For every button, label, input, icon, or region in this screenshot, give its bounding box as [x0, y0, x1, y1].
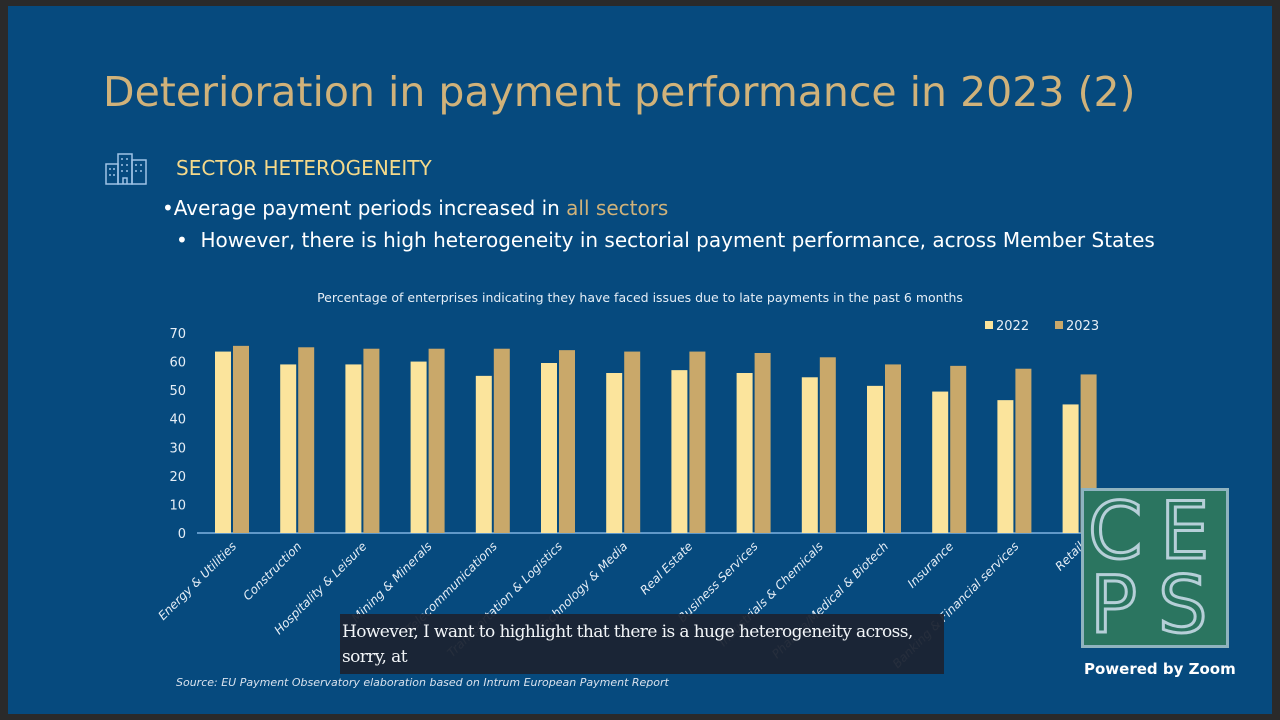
bullet-2-text: However, there is high heterogeneity in … [200, 228, 1155, 252]
bar-2022 [280, 364, 297, 533]
bar-2023 [1015, 368, 1032, 533]
x-tick-label: Construction [240, 539, 304, 603]
bar-2022 [801, 377, 818, 533]
bar-2022 [410, 361, 427, 533]
bar-2023 [885, 364, 901, 533]
logo-letter: C [1086, 487, 1143, 577]
x-tick-label: Energy & Utilities [155, 539, 239, 623]
bar-2023 [298, 347, 315, 533]
slide: Deterioration in payment performance in … [8, 6, 1272, 714]
bar-2022 [475, 375, 492, 533]
y-tick-label: 70 [169, 327, 186, 342]
section-title: SECTOR HETEROGENEITY [176, 156, 432, 180]
bar-2023 [950, 365, 967, 533]
bar-2023 [493, 348, 510, 533]
bar-chart: 0 10 20 30 40 50 60 70 Energy & Utilities Constru… [155, 319, 1100, 671]
slide-title: Deterioration in payment performance in … [103, 68, 1136, 116]
bullet-1: •Average payment periods increased in al… [162, 196, 669, 220]
chart-title: Percentage of enterprises indicating the… [317, 290, 963, 305]
y-tick-label: 50 [169, 384, 186, 399]
source-note: Source: EU Payment Observatory elaborati… [176, 676, 669, 689]
bar-2023 [428, 348, 445, 533]
y-tick-label: 60 [169, 356, 186, 371]
x-tick-label: Insurance [905, 539, 957, 591]
bar-2022 [867, 385, 883, 533]
bar-2022 [932, 391, 949, 533]
x-tick-label: Real Estate [637, 539, 695, 597]
legend-label: 2022 [996, 319, 1029, 334]
bar-2022 [345, 364, 362, 533]
y-tick-label: 0 [178, 527, 186, 542]
powered-by-zoom: Powered by Zoom [1084, 660, 1236, 678]
logo-letter: E [1158, 487, 1210, 577]
y-tick-label: 40 [169, 413, 186, 428]
bullet-1-text: Average payment periods increased in [173, 196, 567, 220]
bar-2023 [559, 350, 575, 533]
buildings-icon [105, 153, 147, 185]
bar-2022 [671, 370, 688, 533]
logo-letter: P [1088, 561, 1138, 651]
bar-2022 [215, 351, 231, 533]
legend-label: 2023 [1066, 319, 1099, 334]
y-tick-label: 10 [169, 498, 186, 513]
bullet-1-highlight: all sectors [566, 196, 669, 220]
y-tick-label: 20 [169, 470, 186, 485]
bar-2022 [997, 400, 1014, 533]
ceps-logo: C E P S [1081, 488, 1229, 648]
bar-2023 [624, 351, 641, 533]
bar-2023 [819, 357, 836, 533]
logo-letter: S [1157, 561, 1209, 651]
bullet-2: • However, there is high heterogeneity i… [176, 228, 1155, 252]
bar-2023 [233, 345, 249, 533]
y-tick-label: 30 [169, 441, 186, 456]
legend-swatch-2022 [985, 321, 993, 329]
bar-2022 [606, 373, 623, 533]
bar-2022 [541, 363, 557, 533]
bar-2023 [754, 353, 771, 533]
subtitle-caption: However, I want to highlight that there … [340, 614, 944, 674]
bar-2022 [1062, 404, 1079, 533]
legend-swatch-2023 [1055, 321, 1063, 329]
bar-2022 [736, 373, 753, 533]
bar-2023 [363, 348, 380, 533]
bar-2023 [689, 351, 706, 533]
